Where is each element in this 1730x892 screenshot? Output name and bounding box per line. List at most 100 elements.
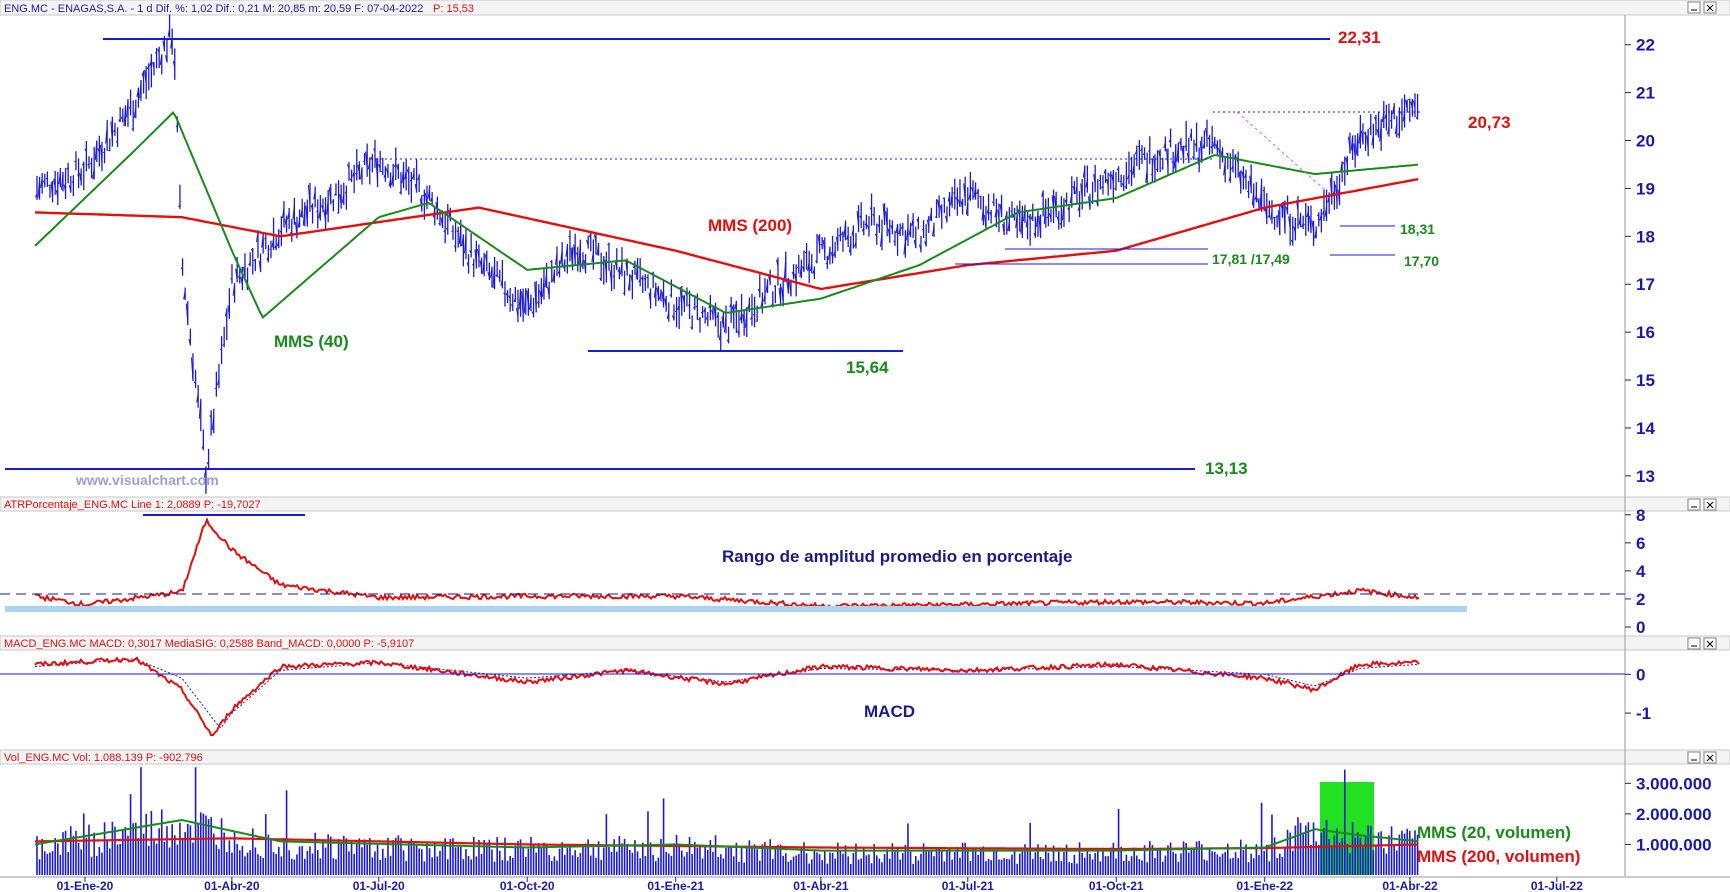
price-bar-tick xyxy=(1259,179,1263,211)
price-bar-tick xyxy=(489,267,493,278)
macd-close-icon[interactable] xyxy=(1703,637,1717,650)
price-bar-tick xyxy=(417,175,420,181)
price-bar-tick xyxy=(614,261,618,269)
price-bar-tick xyxy=(1308,215,1312,232)
price-bar-tick xyxy=(1007,221,1010,231)
price-bar-tick xyxy=(939,205,943,217)
price-bar-tick xyxy=(60,173,64,190)
price-bar-tick xyxy=(396,164,399,171)
price-bar-tick xyxy=(627,279,631,291)
price-bar-tick xyxy=(281,207,285,219)
price-bar-tick xyxy=(50,181,54,199)
price-bar-tick xyxy=(427,188,431,199)
price-header-p: P: 15,53 xyxy=(433,3,474,15)
price-bar-tick xyxy=(768,276,771,283)
price-bar-tick xyxy=(1381,112,1385,123)
vol-header: Vol_ENG.MC Vol: 1.088.139 P: -902.796 xyxy=(4,752,203,764)
label-1770: 17,70 xyxy=(1404,253,1439,269)
atr-minimize-icon[interactable] xyxy=(1687,498,1701,511)
price-bar-tick xyxy=(113,129,116,133)
label-mms200: MMS (200) xyxy=(708,216,792,235)
price-close-icon[interactable] xyxy=(1703,1,1717,14)
price-bar-tick xyxy=(414,183,418,191)
label-1313: 13,13 xyxy=(1205,459,1248,478)
price-bar-tick xyxy=(45,177,48,180)
price-bar-tick xyxy=(893,240,896,243)
price-bar-tick xyxy=(965,202,969,215)
price-bar-tick xyxy=(1028,215,1031,221)
price-bar-tick xyxy=(1277,210,1281,234)
price-bar-tick xyxy=(812,268,815,274)
price-bar-tick xyxy=(255,232,259,243)
price-bar-tick xyxy=(63,184,67,192)
price-bar-tick xyxy=(799,265,802,277)
price-bar-tick xyxy=(1163,142,1166,149)
price-bars xyxy=(35,14,1419,494)
price-bar-tick xyxy=(1394,123,1398,135)
vol-y-tick-label: 1.000.000 xyxy=(1636,835,1712,854)
price-bar-tick xyxy=(380,170,384,173)
price-bar-tick xyxy=(1015,212,1018,229)
price-bar-tick xyxy=(279,230,282,233)
price-bar-tick xyxy=(841,231,844,236)
price-bar-tick xyxy=(500,279,503,286)
price-bar-tick xyxy=(1405,99,1408,110)
price-bar-tick xyxy=(544,272,548,288)
price-bar-tick xyxy=(526,290,529,307)
price-bar-tick xyxy=(328,187,332,203)
price-bar-tick xyxy=(775,259,779,267)
x-tick-label: 01-Jul-22 xyxy=(1531,879,1583,892)
price-bar-tick xyxy=(463,235,467,254)
price-bar-tick xyxy=(1111,174,1114,185)
price-bar-tick xyxy=(986,208,990,214)
price-bar-tick xyxy=(981,207,984,221)
price-bar-tick xyxy=(682,295,685,305)
price-bar-tick xyxy=(931,225,935,237)
price-bar-tick xyxy=(190,357,194,381)
price-bar-tick xyxy=(1101,185,1104,189)
price-bar-tick xyxy=(1223,160,1226,176)
price-bar-tick xyxy=(68,185,72,192)
price-bar-tick xyxy=(391,172,394,186)
price-bar-tick xyxy=(1085,179,1088,188)
price-bar-tick xyxy=(492,262,496,288)
price-bar-tick xyxy=(991,201,995,204)
price-bar-tick xyxy=(1314,229,1317,239)
price-bar-tick xyxy=(1155,168,1158,171)
price-bar-tick xyxy=(349,177,352,181)
price-bar-tick xyxy=(313,190,316,200)
price-bar-tick xyxy=(235,268,238,281)
price-bar-tick xyxy=(170,35,173,49)
price-bar-tick xyxy=(178,204,181,208)
x-tick-label: 01-Oct-21 xyxy=(1089,879,1144,892)
price-bar-tick xyxy=(807,260,810,272)
macd-line xyxy=(34,656,1420,737)
price-minimize-icon[interactable] xyxy=(1687,1,1701,14)
price-bar-tick xyxy=(1342,162,1346,166)
price-bar-tick xyxy=(1275,215,1278,218)
price-bar-tick xyxy=(1366,135,1369,150)
price-bar-tick xyxy=(760,299,763,308)
macd-minimize-icon[interactable] xyxy=(1687,637,1701,650)
price-bar-tick xyxy=(1158,150,1161,158)
price-bar-tick xyxy=(835,236,839,246)
price-bar-tick xyxy=(744,314,748,328)
price-bar-tick xyxy=(1410,101,1413,109)
price-bar-tick xyxy=(440,217,444,229)
price-bar-tick xyxy=(505,292,509,297)
price-bar-tick xyxy=(510,304,514,307)
price-bar-tick xyxy=(1269,211,1273,220)
vol-minimize-icon[interactable] xyxy=(1687,751,1701,764)
price-bar-tick xyxy=(856,210,860,227)
price-bar-tick xyxy=(521,291,524,318)
price-bar-tick xyxy=(960,200,964,209)
atr-close-icon[interactable] xyxy=(1703,498,1717,511)
price-bar-tick xyxy=(409,180,412,182)
price-bar-tick xyxy=(108,149,110,152)
price-bar-tick xyxy=(1202,143,1205,149)
price-bar-tick xyxy=(648,292,652,304)
price-bar-tick xyxy=(963,183,966,202)
window-controls xyxy=(1687,1,1717,764)
vol-close-icon[interactable] xyxy=(1703,751,1717,764)
